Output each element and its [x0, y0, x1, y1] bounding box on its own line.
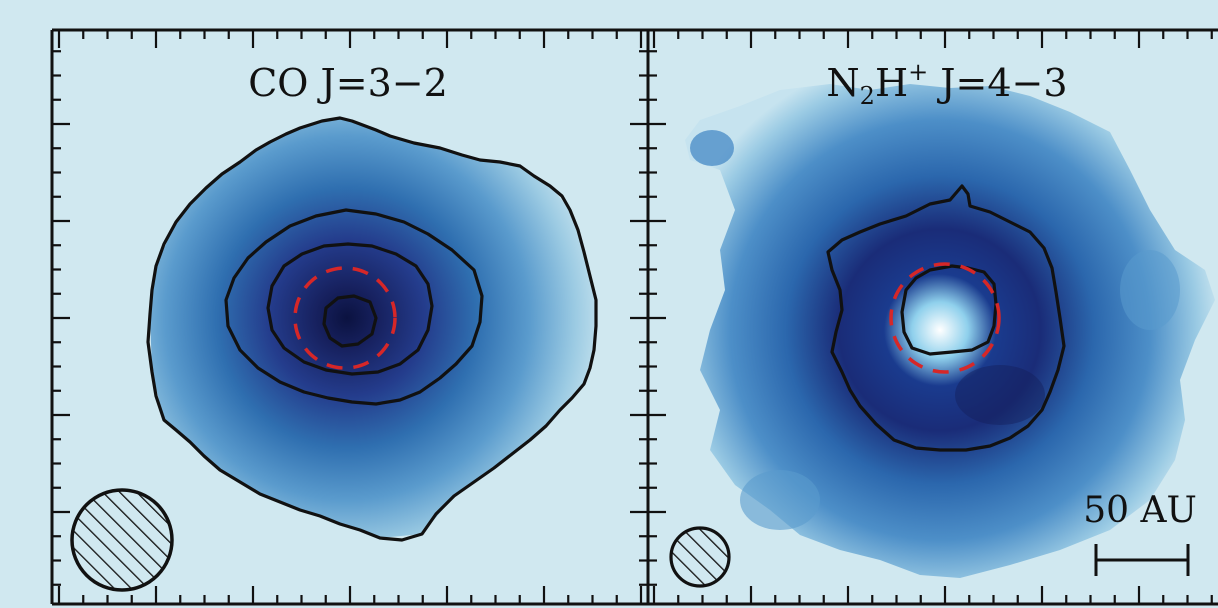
n2h-title: N2H+ J=4−3: [826, 58, 1067, 110]
n2h-contour-inner: [900, 264, 998, 356]
co-title: CO J=3−2: [248, 61, 448, 105]
co-contour-core: [322, 294, 378, 348]
scale-bar-label: 50 AU: [1083, 490, 1197, 531]
n2h-emission: [685, 84, 1215, 578]
co-panel: CO J=3−2: [70, 61, 598, 592]
co-contour-2: [224, 208, 484, 406]
co-contour-3: [266, 242, 434, 376]
n2h-contours: [826, 184, 1066, 452]
co-contours: [146, 116, 598, 542]
co-beam: [70, 488, 174, 592]
axis-ticks: [52, 30, 1213, 604]
n2h-panel: N2H+ J=4−3 50 AU: [669, 58, 1215, 588]
n2h-dashed-ring: [889, 262, 1001, 374]
n2h-contour-outer: [826, 184, 1066, 452]
co-contour-outer: [146, 116, 598, 542]
scale-bar: 50 AU: [1083, 490, 1197, 576]
co-dashed-ring: [293, 266, 397, 370]
n2h-beam: [669, 526, 731, 588]
